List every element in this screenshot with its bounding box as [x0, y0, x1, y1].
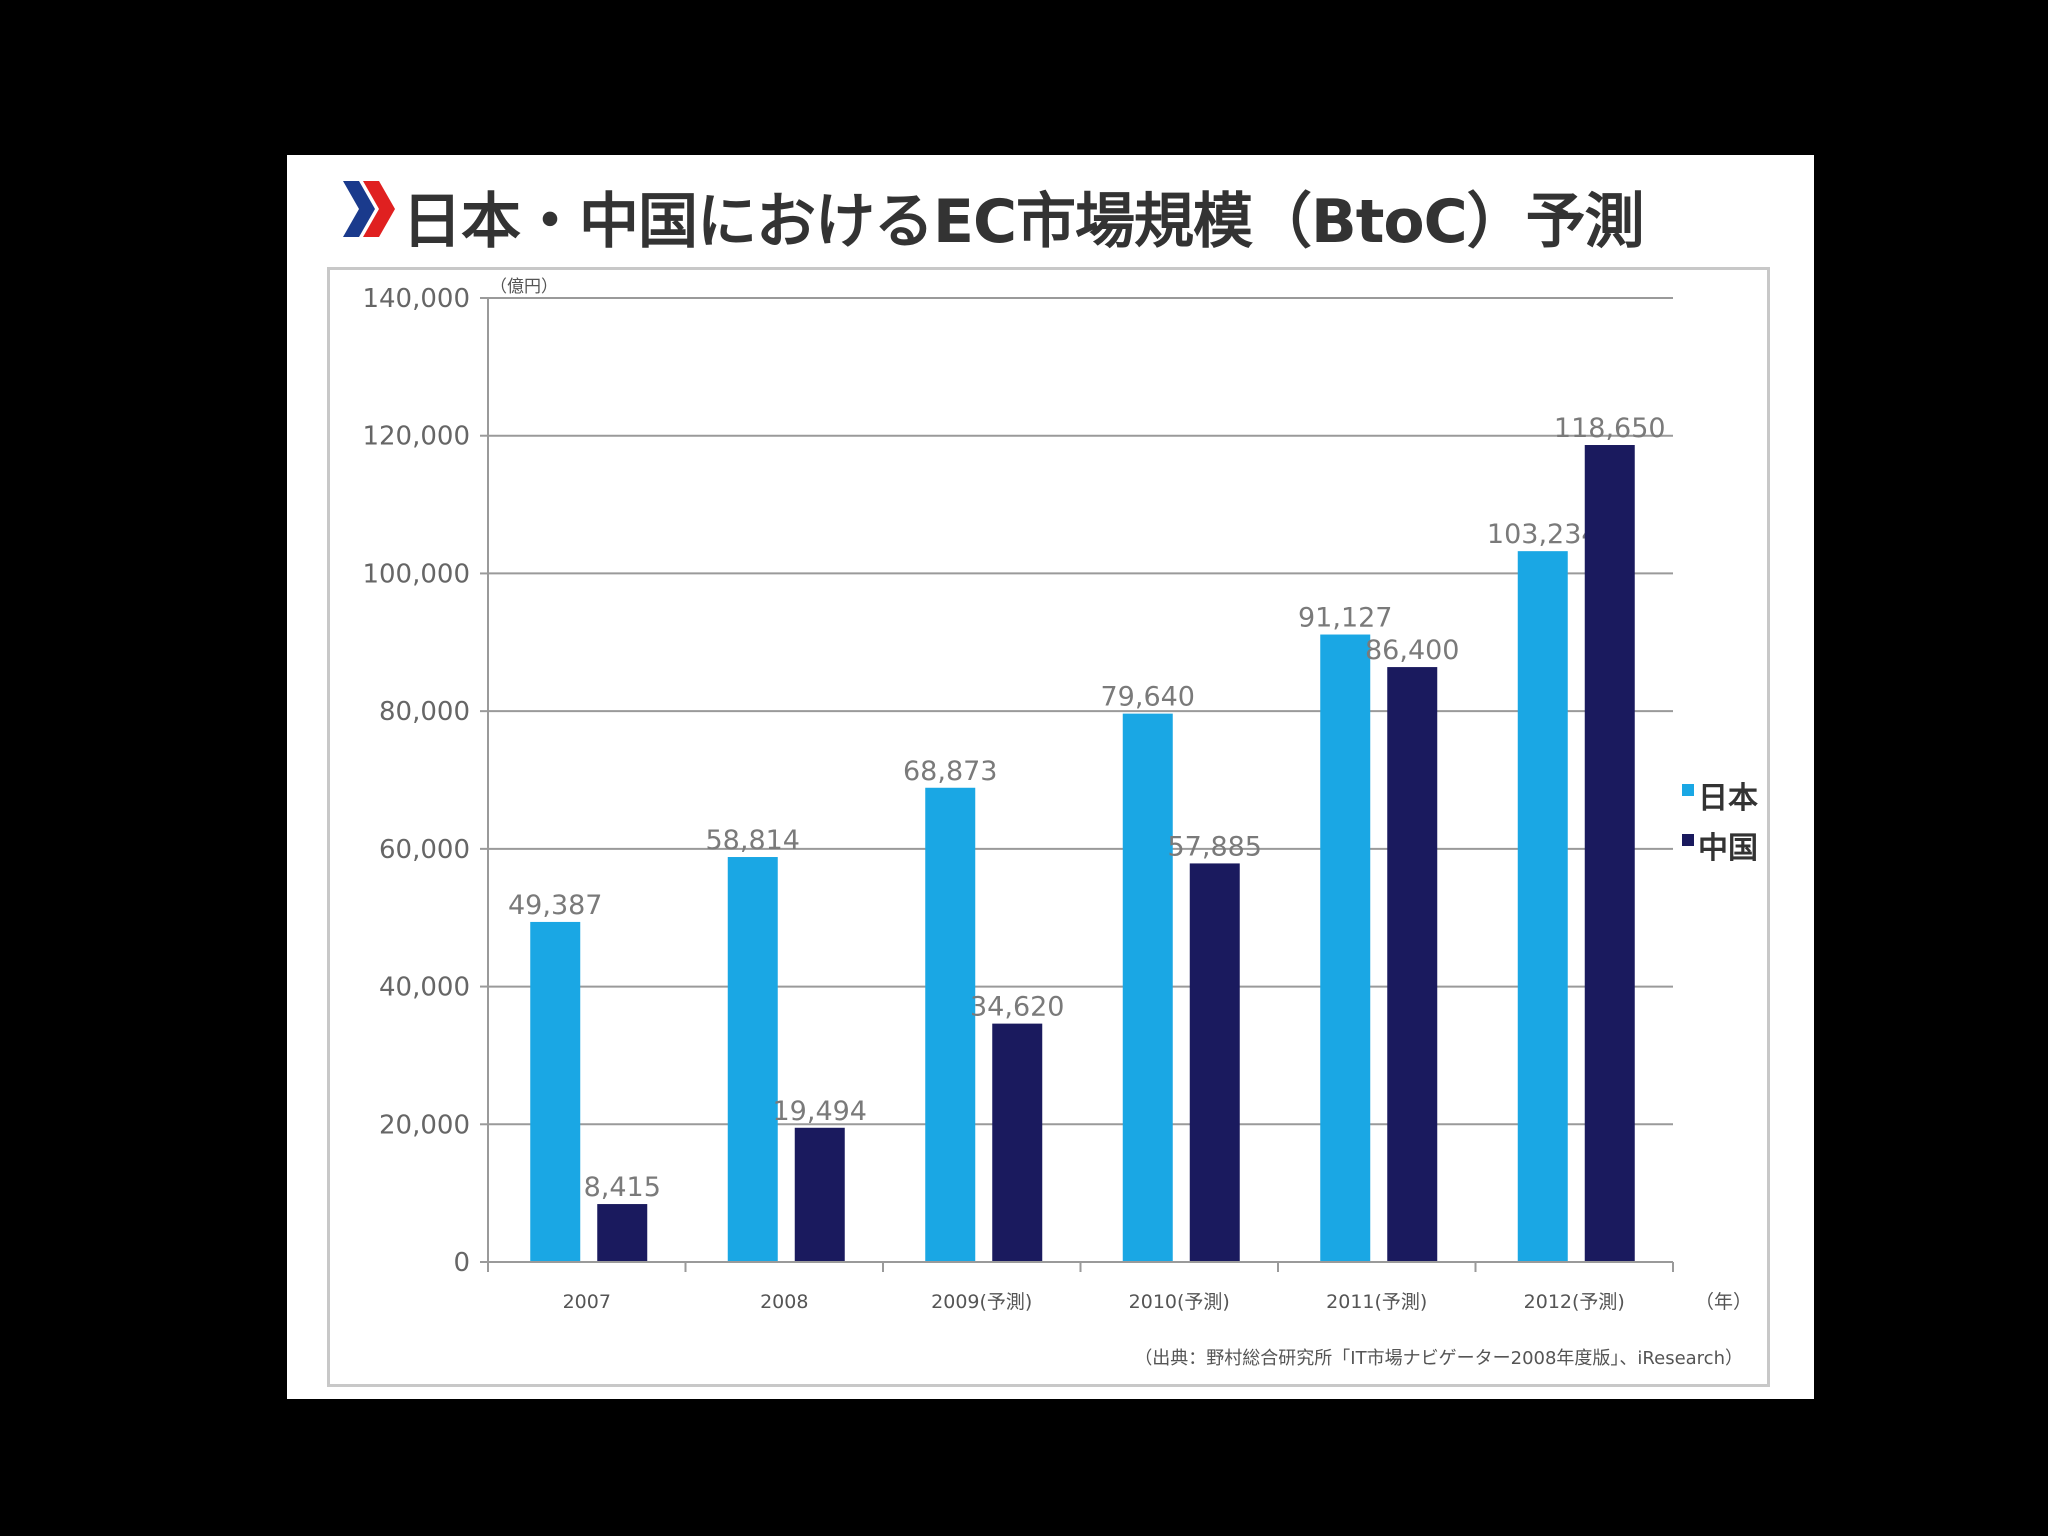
data-label: 58,814: [706, 825, 800, 856]
bar-japan: [925, 787, 976, 1262]
bar-japan: [1320, 634, 1371, 1262]
y-unit-label: （億円）: [490, 277, 558, 297]
x-tick-label: 2012(予測): [1524, 1291, 1625, 1313]
bar-china: [992, 1023, 1043, 1262]
y-tick-label: 100,000: [362, 559, 470, 589]
bar-china: [1584, 445, 1635, 1262]
page-title: 日本・中国におけるEC市場規模（BtoC）予測: [402, 187, 1645, 257]
y-tick-label: 60,000: [379, 835, 470, 865]
title-row: 日本・中国におけるEC市場規模（BtoC）予測: [287, 155, 1814, 275]
bar-japan: [727, 857, 778, 1262]
y-tick-label: 120,000: [362, 422, 470, 452]
x-tick-label: 2008: [760, 1291, 808, 1313]
bar-china: [1387, 667, 1438, 1262]
y-tick-label: 20,000: [379, 1110, 470, 1140]
data-label: 8,415: [584, 1172, 661, 1203]
y-tick-label: 80,000: [379, 697, 470, 727]
legend-label: 日本: [1698, 781, 1758, 816]
legend-label: 中国: [1698, 831, 1758, 866]
bar-chart: 0 20,000 40,000 60,000 80,000 100,000 120,000 1…: [362, 277, 1758, 1369]
bar-china: [1189, 863, 1240, 1262]
bar-japan: [1517, 551, 1568, 1262]
x-tick-label: 2010(予測): [1129, 1291, 1230, 1313]
data-label: 68,873: [903, 756, 997, 787]
y-tick-label: 140,000: [362, 284, 470, 314]
data-label: 34,620: [970, 992, 1064, 1023]
data-label: 19,494: [773, 1096, 867, 1127]
legend-swatch: [1682, 834, 1694, 846]
legend-swatch: [1682, 784, 1694, 796]
y-tick-label: 0: [453, 1248, 470, 1278]
bar-china: [794, 1127, 845, 1262]
bar-japan: [530, 921, 581, 1262]
data-label: 86,400: [1365, 635, 1459, 666]
bar-japan: [1122, 713, 1173, 1262]
x-tick-label: 2011(予測): [1326, 1291, 1427, 1313]
x-tick-label: 2007: [563, 1291, 611, 1313]
x-tick-label: 2009(予測): [931, 1291, 1032, 1313]
data-label: 49,387: [508, 890, 602, 921]
slide: 日本・中国におけるEC市場規模（BtoC）予測 0 20,000 40,000 60,…: [287, 155, 1814, 1399]
chart-frame: 0 20,000 40,000 60,000 80,000 100,000 120,000 1…: [327, 267, 1770, 1387]
x-unit-label: （年）: [1695, 1291, 1752, 1313]
y-tick-label: 40,000: [379, 973, 470, 1003]
data-label: 103,234: [1487, 519, 1599, 550]
data-label: 118,650: [1554, 413, 1666, 444]
data-label: 79,640: [1101, 682, 1195, 713]
data-label: 91,127: [1298, 603, 1392, 634]
data-label: 57,885: [1168, 831, 1262, 862]
chevron-icon: [343, 181, 395, 237]
source-note: （出典：野村総合研究所「IT市場ナビゲーター2008年度版」、iResearch…: [1134, 1348, 1743, 1369]
bar-china: [597, 1204, 648, 1262]
